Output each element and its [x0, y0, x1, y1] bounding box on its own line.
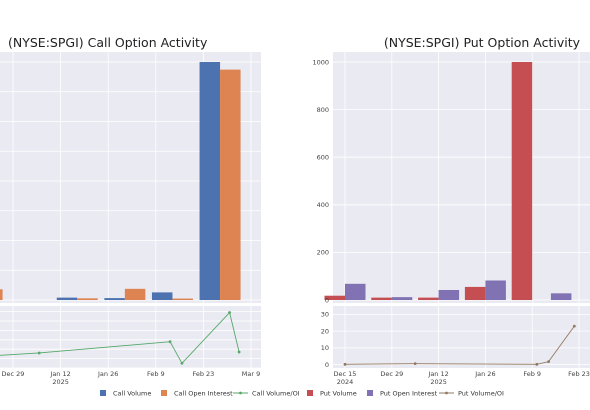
put-bar-put-open-interest — [391, 297, 413, 300]
put-ratio-point — [343, 362, 347, 366]
call-chart-title: (NYSE:SPGI) Call Option Activity — [8, 35, 208, 50]
put-x-tick-label: Jan 26 — [474, 370, 495, 378]
call-bar-call-open-interest — [220, 69, 241, 300]
put-x-tick-label: Dec 29 — [380, 370, 403, 378]
legend-label-call-volume-oi: Call Volume/OI — [252, 389, 300, 397]
legend-swatch-put-open-interest — [367, 390, 373, 396]
call-bar-call-open-interest — [124, 288, 146, 300]
put-x-tick-label: Dec 15 — [334, 370, 357, 378]
put-bar-put-volume — [371, 297, 392, 300]
put-ratio-y-tick-label: 10 — [321, 344, 329, 352]
call-bar-call-volume — [56, 297, 78, 300]
call-x-tick-label: Jan 26 — [97, 370, 118, 378]
put-bar-put-volume — [324, 295, 345, 300]
call-ratio-point — [168, 340, 172, 344]
legend-marker-put-volume-oi — [445, 391, 448, 395]
call-x-tick-year: 2025 — [52, 378, 69, 386]
call-ratio-point — [237, 350, 241, 354]
put-bar-put-volume — [464, 286, 486, 300]
put-ratio-point — [547, 360, 550, 364]
call-bar-call-open-interest — [0, 289, 3, 300]
put-y-tick-label: 0 — [325, 296, 329, 304]
call-x-tick-label: Dec 29 — [2, 370, 25, 378]
put-ratio-y-tick-label: 20 — [321, 327, 329, 335]
legend: Call Volume Call Open Interest Call Volume… — [100, 389, 504, 397]
legend-marker-call-volume-oi — [239, 391, 242, 395]
legend-swatch-call-open-interest — [161, 390, 167, 396]
call-ratio-polyline — [0, 311, 240, 365]
put-bar-put-open-interest — [345, 283, 366, 300]
call-x-tick-label: Feb 23 — [192, 370, 214, 378]
put-x-tick-label: Jan 12 — [427, 370, 448, 378]
call-x-tick-label: Feb 9 — [147, 370, 165, 378]
legend-label-put-open-interest: Put Open Interest — [380, 389, 437, 397]
call-x-tick-label: Jan 12 — [49, 370, 70, 378]
put-ratio-point — [535, 362, 539, 366]
put-ratio-point — [413, 362, 417, 366]
call-ratio-line — [0, 311, 241, 365]
call-bar-call-volume — [199, 62, 221, 300]
put-bars — [324, 62, 572, 300]
put-bar-put-open-interest — [550, 293, 572, 300]
put-y-ticks: 0 200 400 600 800 1000 — [312, 58, 329, 304]
put-ratio-y-tick-label: 0 — [325, 361, 329, 369]
put-y-tick-label: 600 — [317, 154, 329, 162]
put-y-tick-label: 200 — [317, 249, 329, 257]
put-ratio-point — [572, 324, 576, 328]
legend-label-put-volume: Put Volume — [320, 389, 357, 397]
legend-label-call-volume: Call Volume — [113, 389, 151, 397]
put-x-tick-year: 2025 — [430, 378, 447, 386]
put-bar-put-open-interest — [438, 290, 460, 300]
legend-swatch-call-volume — [100, 390, 106, 396]
put-x-tick-label: Feb 9 — [523, 370, 541, 378]
put-ratio-plot-bg — [333, 306, 590, 368]
call-bar-call-open-interest — [77, 298, 98, 300]
put-y-tick-label: 800 — [317, 106, 329, 114]
put-y-tick-label: 400 — [317, 201, 329, 209]
put-x-tick-year: 2024 — [337, 378, 354, 386]
put-x-tick-label: Feb 23 — [568, 370, 590, 378]
call-ratio-point — [180, 361, 184, 365]
call-bar-call-open-interest — [172, 298, 193, 300]
put-bar-put-volume — [511, 62, 533, 300]
legend-label-call-open-interest: Call Open Interest — [174, 389, 233, 397]
put-ratio-y-ticks: 0 10 20 30 — [321, 311, 329, 369]
put-bar-put-volume — [418, 297, 439, 300]
put-chart-title: (NYSE:SPGI) Put Option Activity — [384, 35, 581, 50]
call-ratio-point — [37, 351, 41, 355]
put-y-tick-label: 1000 — [312, 58, 329, 66]
legend-label-put-volume-oi: Put Volume/OI — [458, 389, 504, 397]
put-main-plot-bg — [333, 52, 590, 303]
put-ratio-y-tick-label: 30 — [321, 311, 329, 319]
call-x-tick-label: Mar 9 — [242, 370, 260, 378]
call-ratio-point — [228, 311, 231, 314]
put-bar-put-open-interest — [485, 280, 506, 300]
call-bar-call-volume — [104, 298, 125, 300]
call-bar-call-volume — [151, 292, 173, 300]
legend-swatch-put-volume — [307, 390, 313, 396]
call-bars — [0, 62, 241, 300]
put-ratio-line — [343, 324, 576, 366]
call-ratio-plot-bg — [0, 306, 261, 368]
